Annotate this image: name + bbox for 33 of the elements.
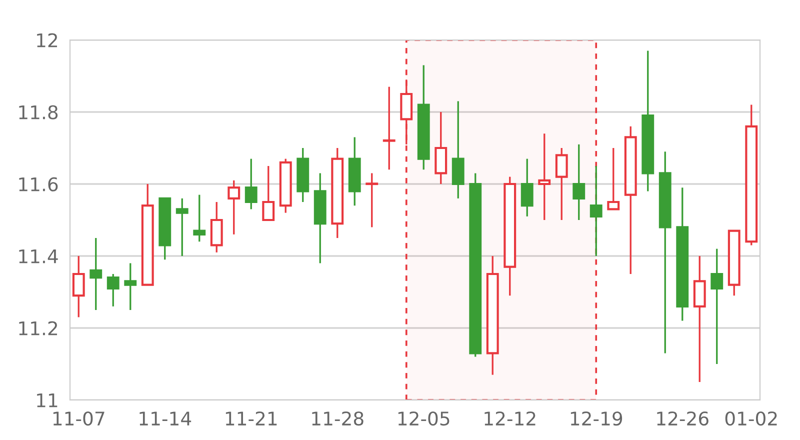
- candlestick: [538, 132, 551, 221]
- candlestick: [710, 248, 724, 365]
- candlestick: [124, 262, 137, 311]
- candlestick: [572, 144, 586, 221]
- y-tick-label: 11.6: [19, 177, 58, 192]
- y-tick-label: 11: [37, 393, 58, 408]
- candlestick: [72, 255, 85, 318]
- x-tick-label: 12-19: [570, 411, 622, 426]
- y-tick-label: 11.2: [19, 321, 58, 336]
- y-tick-label: 11.4: [19, 249, 58, 264]
- x-tick-label: 11-28: [312, 411, 364, 426]
- candlestick: [590, 165, 602, 257]
- x-tick-label: 12-26: [657, 411, 708, 426]
- candlestick: [262, 165, 275, 222]
- candlestick: [366, 172, 378, 228]
- x-tick-label: 12-12: [484, 411, 536, 426]
- candlestick: [106, 273, 120, 308]
- x-tick-label: 12-05: [398, 411, 450, 426]
- candlestick: [193, 194, 206, 242]
- candlestick: [176, 198, 188, 257]
- candlestick: [520, 158, 534, 218]
- y-tick-label: 12: [37, 33, 58, 48]
- y-tick-label: 11.8: [19, 105, 58, 120]
- x-tick-label: 11-07: [53, 411, 104, 426]
- x-tick-label: 01-02: [725, 411, 777, 426]
- candlestick: [228, 180, 240, 236]
- candlestick: [244, 158, 258, 210]
- x-tick-label: 11-21: [226, 411, 277, 426]
- x-tick-label: 11-14: [140, 412, 192, 426]
- candlestick: [607, 147, 620, 210]
- candlestick: [555, 147, 568, 221]
- candlestick: [382, 86, 396, 170]
- candlestick: [90, 237, 102, 311]
